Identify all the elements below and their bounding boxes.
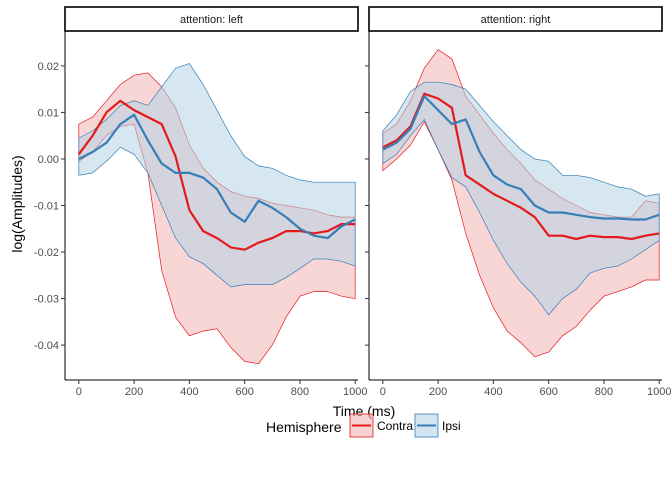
legend: Hemisphere Contra Ipsi	[266, 413, 461, 438]
facet-strip	[64, 6, 359, 32]
y-tick-label: -0.01	[34, 201, 59, 213]
x-axis-title: Time (ms)	[333, 403, 395, 419]
y-axis-title: log(Amplitudes)	[9, 155, 25, 252]
x-tick-label: 1000	[343, 386, 367, 398]
axes-layer: 0 200 400 600 800 1000 -0.04 -0.03 -0.02 -0.01 0.0…	[34, 31, 671, 398]
y-tick-label: -0.04	[34, 340, 59, 352]
x-tick-label: 600	[539, 386, 557, 398]
legend-item-ipsi: Ipsi	[414, 413, 461, 438]
legend-item-contra: Contra	[349, 413, 413, 438]
panel-attention-left: attention: left	[64, 6, 359, 365]
x-tick-label: 200	[429, 386, 447, 398]
legend-label-contra: Contra	[377, 419, 413, 433]
legend-label-ipsi: Ipsi	[442, 419, 461, 433]
x-tick-label: 1000	[647, 386, 671, 398]
panels-layer: attention: left attention: right	[64, 6, 663, 365]
x-tick-label: 400	[484, 386, 502, 398]
x-tick-label: 0	[76, 386, 82, 398]
y-tick-label: 0.01	[38, 107, 59, 119]
y-tick-label: -0.02	[34, 247, 59, 259]
line-ipsi	[382, 94, 660, 221]
ribbon-ipsi	[382, 81, 660, 316]
facet-strip	[368, 6, 663, 32]
y-tick-label: -0.03	[34, 294, 59, 306]
panel-attention-right: attention: right	[368, 6, 663, 358]
x-tick-label: 0	[380, 386, 386, 398]
x-tick-label: 200	[125, 386, 143, 398]
x-tick-label: 400	[180, 386, 198, 398]
legend-title: Hemisphere	[266, 419, 342, 435]
line-contra	[382, 92, 660, 241]
x-tick-label: 800	[595, 386, 613, 398]
x-tick-label: 600	[235, 386, 253, 398]
facet-strip-label: attention: left	[180, 14, 243, 26]
line-ipsi	[78, 113, 356, 240]
x-tick-label: 800	[291, 386, 309, 398]
y-tick-label: 0.02	[38, 61, 59, 73]
facet-strip-label: attention: right	[481, 14, 551, 26]
y-tick-label: 0.00	[38, 154, 59, 166]
